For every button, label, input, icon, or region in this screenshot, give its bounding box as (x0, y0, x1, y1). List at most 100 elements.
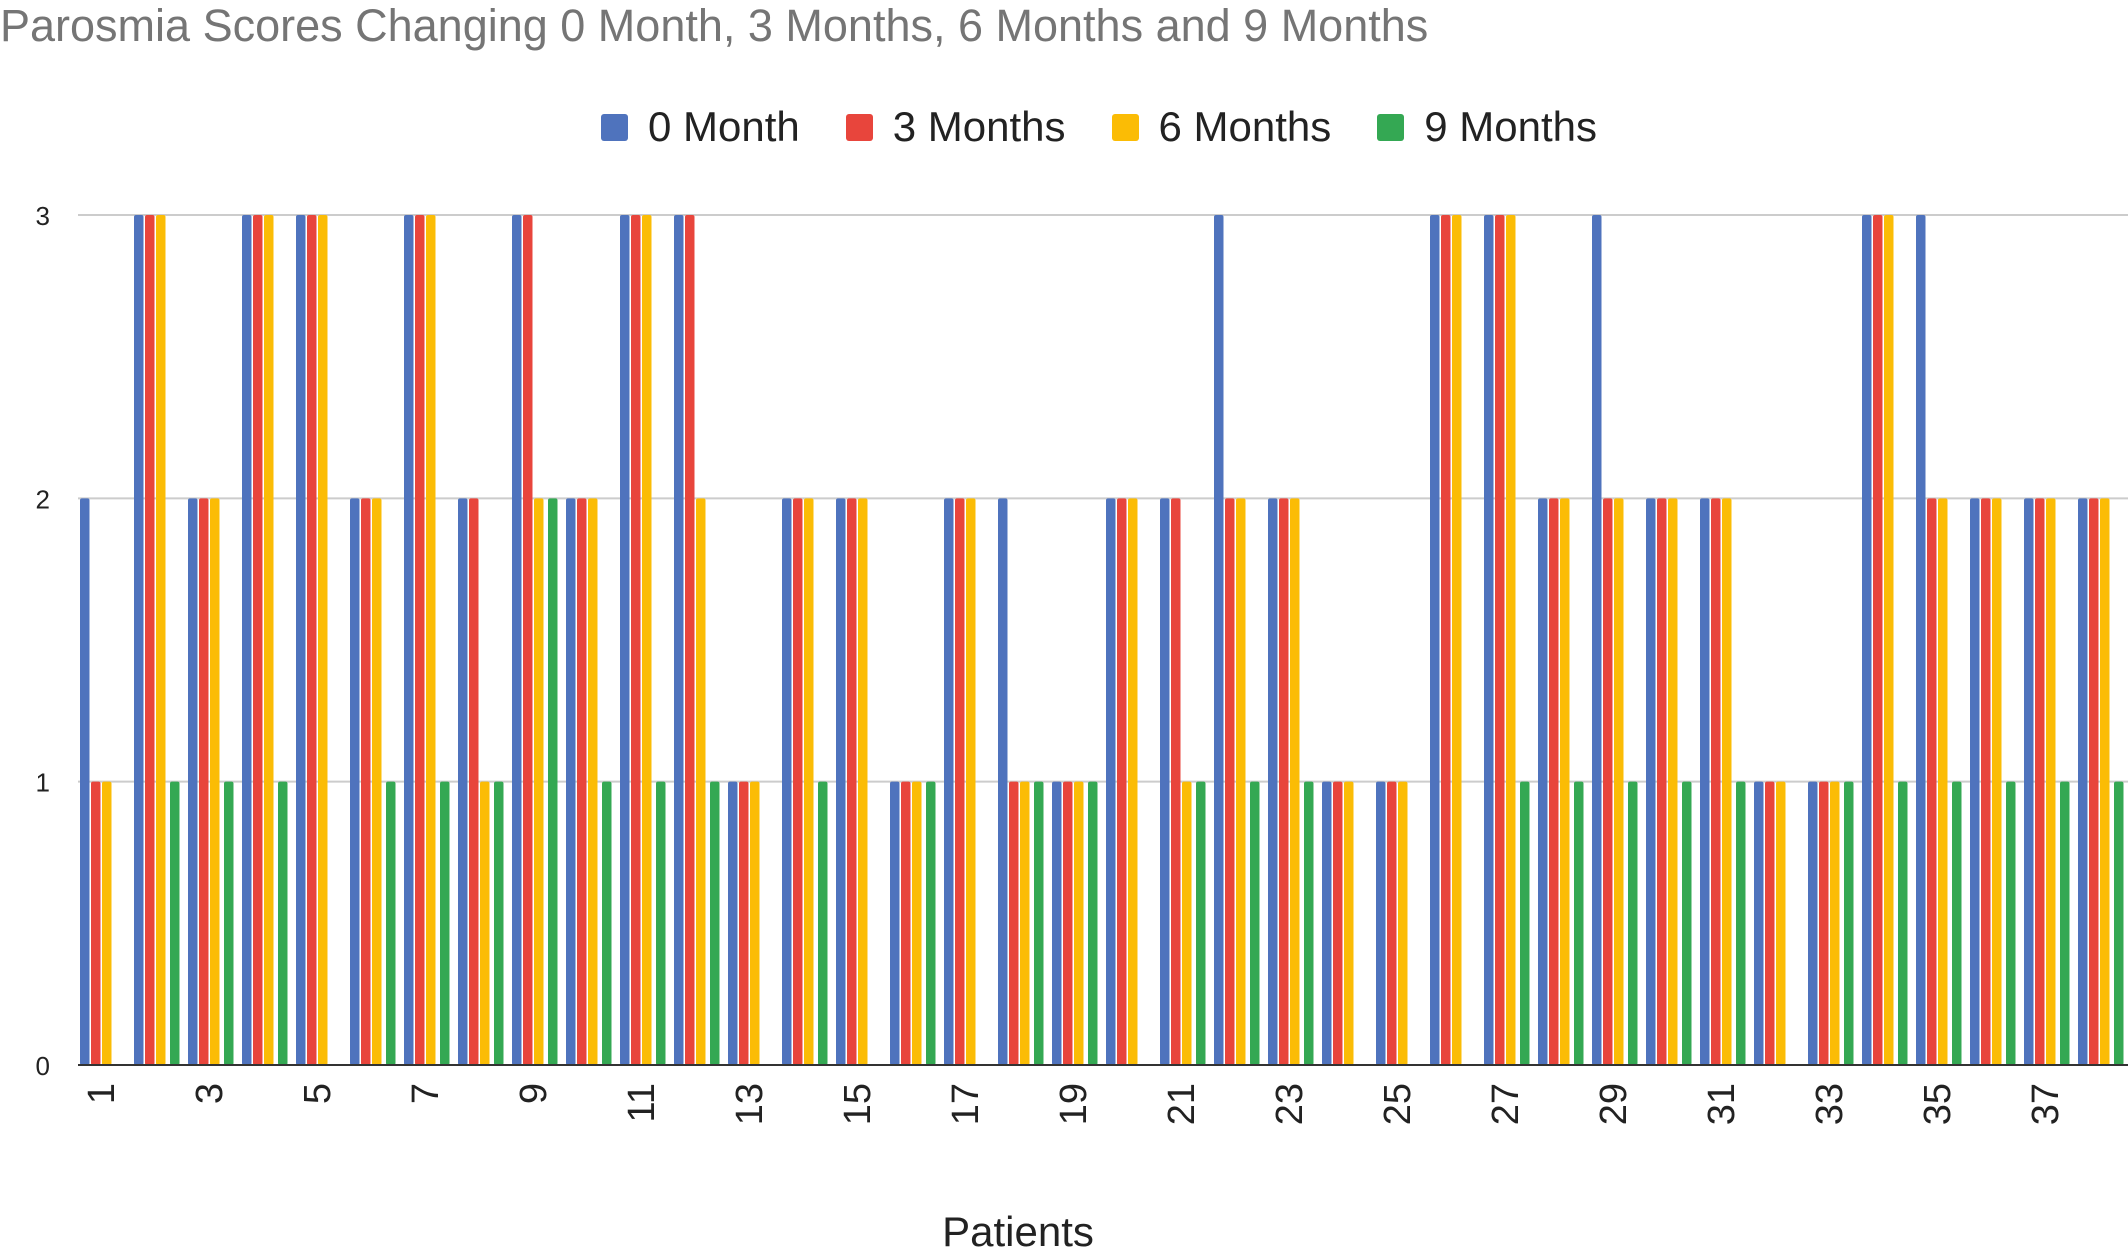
y-tick-label: 1 (36, 768, 50, 798)
bar (642, 215, 652, 1065)
legend-swatch (845, 113, 873, 141)
bar (2035, 498, 2045, 1065)
bar (1196, 781, 1206, 1065)
bar (1250, 781, 1260, 1065)
bar (1506, 215, 1516, 1065)
bar (2046, 498, 2056, 1065)
bar (1182, 781, 1192, 1065)
bar (1981, 498, 1991, 1065)
bar (1020, 781, 1030, 1065)
bar (685, 215, 695, 1065)
x-tick-label: 27 (1485, 1083, 1527, 1125)
x-tick-label: 19 (1053, 1083, 1095, 1125)
x-tick-label: 25 (1377, 1083, 1419, 1125)
y-tick-label: 0 (36, 1051, 50, 1081)
bar (926, 781, 936, 1065)
bar (350, 498, 360, 1065)
bar (1682, 781, 1692, 1065)
bar (890, 781, 900, 1065)
bar (1484, 215, 1494, 1065)
bar (2006, 781, 2016, 1065)
bar (278, 781, 288, 1065)
x-tick-label: 21 (1161, 1083, 1203, 1125)
bar (804, 498, 814, 1065)
bar (134, 215, 144, 1065)
legend-item: 3 Months (845, 103, 1066, 151)
bar (577, 498, 587, 1065)
bar (1290, 498, 1300, 1065)
bar (1088, 781, 1098, 1065)
bar (1862, 215, 1872, 1065)
bar (1765, 781, 1775, 1065)
x-tick-label: 23 (1269, 1083, 1311, 1125)
bar (1736, 781, 1746, 1065)
bar (1279, 498, 1289, 1065)
bar (1992, 498, 2002, 1065)
legend-label: 0 Month (647, 103, 800, 150)
bar (1214, 215, 1224, 1065)
bar (156, 215, 166, 1065)
bar (1700, 498, 1710, 1065)
bar (966, 498, 976, 1065)
bar (1592, 215, 1602, 1065)
bar (523, 215, 533, 1065)
x-tick-label: 9 (513, 1083, 555, 1104)
bar (1819, 781, 1829, 1065)
bar (296, 215, 306, 1065)
bar (534, 498, 544, 1065)
bar (901, 781, 911, 1065)
bar (782, 498, 792, 1065)
bar (480, 781, 490, 1065)
bar (1884, 215, 1894, 1065)
x-tick-label: 1 (81, 1083, 123, 1104)
legend-swatch (1111, 113, 1139, 141)
bar (739, 781, 749, 1065)
x-tick-label: 11 (621, 1083, 663, 1122)
x-tick-label: 13 (729, 1083, 771, 1125)
bar (1938, 498, 1948, 1065)
bar (440, 781, 450, 1065)
legend-item: 0 Month (600, 103, 800, 151)
x-tick-label: 29 (1593, 1083, 1635, 1125)
bar (2100, 498, 2110, 1065)
bar (224, 781, 234, 1065)
bar (1333, 781, 1343, 1065)
bar (2089, 498, 2099, 1065)
x-tick-label: 5 (297, 1083, 339, 1104)
bar (91, 781, 101, 1065)
bar (458, 498, 468, 1065)
x-tick-label: 17 (945, 1083, 987, 1125)
bar (1927, 498, 1937, 1065)
bar (998, 498, 1008, 1065)
bar (620, 215, 630, 1065)
bar (1520, 781, 1530, 1065)
bar (210, 498, 220, 1065)
bar (912, 781, 922, 1065)
legend-swatch (1377, 113, 1405, 141)
bar (199, 498, 209, 1065)
legend-label: 6 Months (1158, 103, 1332, 150)
bar (102, 781, 112, 1065)
bar (1898, 781, 1908, 1065)
bar (264, 215, 274, 1065)
bar (1495, 215, 1505, 1065)
bar (1106, 498, 1116, 1065)
bar (1657, 498, 1667, 1065)
bar (415, 215, 425, 1065)
bar (1171, 498, 1181, 1065)
bar (1441, 215, 1451, 1065)
x-tick-label: 7 (405, 1083, 447, 1104)
bar (80, 498, 90, 1065)
y-tick-label: 2 (36, 484, 50, 514)
bar (710, 781, 720, 1065)
bar (1830, 781, 1840, 1065)
bar (145, 215, 155, 1065)
bar (548, 498, 558, 1065)
legend-item: 6 Months (1111, 103, 1332, 151)
bar (1754, 781, 1764, 1065)
bar (242, 215, 252, 1065)
bar (188, 498, 198, 1065)
bar (1117, 498, 1127, 1065)
bar (1398, 781, 1408, 1065)
